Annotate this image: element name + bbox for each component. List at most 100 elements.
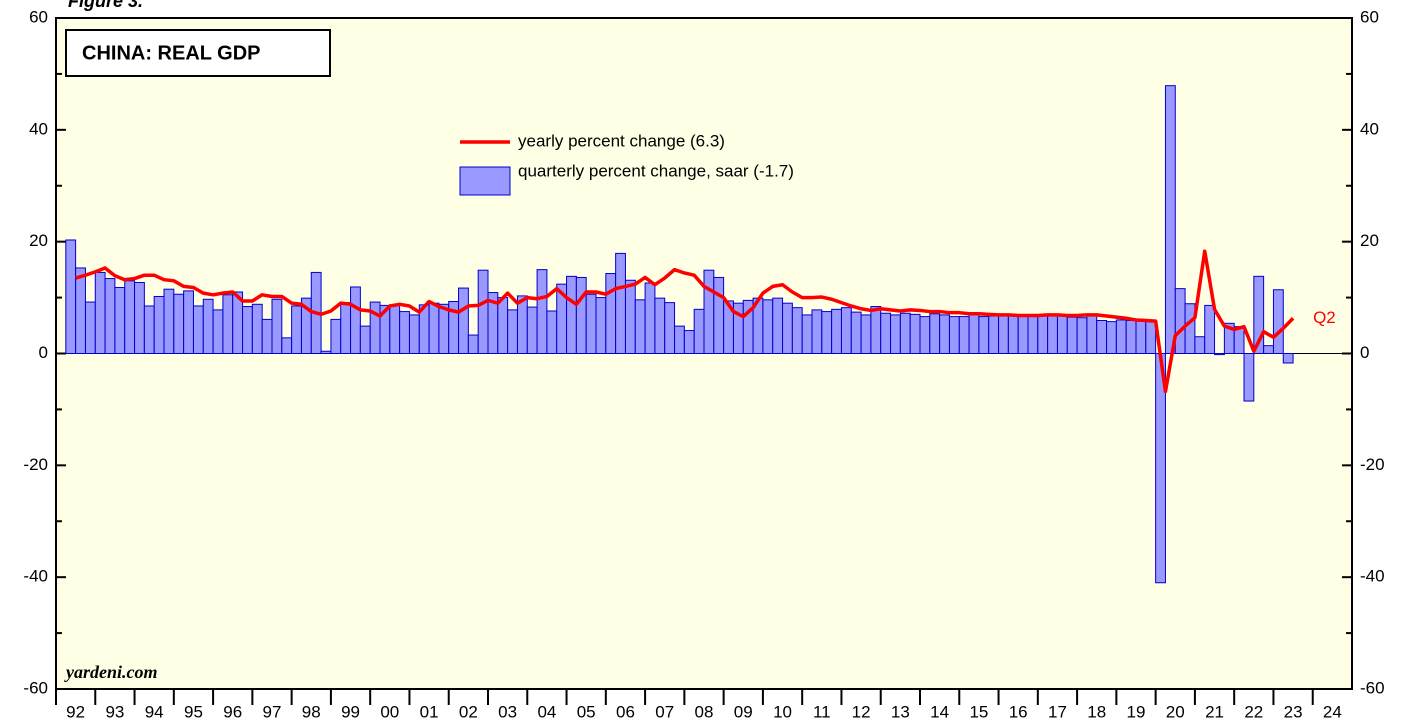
bar [330, 318, 342, 355]
y2-tick-label: -20 [1360, 455, 1385, 474]
bar [1047, 315, 1058, 354]
bar [919, 316, 931, 354]
bar [821, 311, 833, 354]
bar [664, 302, 676, 355]
y2-tick-label: 0 [1360, 343, 1369, 362]
bar [1106, 321, 1117, 355]
bar [654, 297, 666, 354]
bar [1076, 317, 1088, 355]
bar [1145, 320, 1157, 354]
bar [467, 334, 479, 354]
bar [320, 350, 332, 355]
bar [1184, 303, 1196, 354]
bar [124, 280, 136, 354]
x-tick-label: 02 [459, 702, 478, 721]
x-tick-label: 97 [263, 702, 282, 721]
y-tick-label: 0 [39, 343, 48, 362]
bar [899, 312, 911, 354]
y-tick-label: -40 [23, 567, 48, 586]
bar [192, 305, 204, 354]
bar [477, 269, 489, 355]
source: yardeni.com [64, 662, 158, 682]
bar [507, 309, 518, 355]
y-tick-label: 60 [29, 7, 48, 26]
x-tick-label: 08 [695, 702, 714, 721]
bar [791, 307, 803, 355]
annotation: Q2 [1313, 308, 1336, 327]
bar [1174, 288, 1186, 354]
y-tick-label: -20 [23, 455, 48, 474]
bar [958, 316, 970, 354]
bar [831, 308, 842, 355]
bar [163, 288, 175, 354]
bar [546, 310, 558, 354]
legend-label: quarterly percent change, saar (-1.7) [518, 161, 794, 180]
bar [644, 282, 656, 355]
x-tick-label: 06 [616, 702, 635, 721]
bar [359, 325, 371, 354]
x-tick-label: 19 [1127, 702, 1146, 721]
bar [1194, 336, 1206, 355]
x-tick-label: 09 [734, 702, 753, 721]
bar [291, 305, 302, 354]
bar [1243, 353, 1255, 402]
plot-frame [55, 17, 1353, 690]
bar [909, 313, 921, 355]
x-tick-label: 18 [1087, 702, 1106, 721]
bar [526, 306, 538, 355]
bar [703, 269, 715, 355]
bar [516, 295, 528, 354]
chart-title: CHINA: REAL GDP [82, 42, 261, 64]
x-tick-label: 17 [1048, 702, 1067, 721]
x-tick-label: 20 [1166, 702, 1185, 721]
bar [1027, 316, 1039, 354]
bar [1066, 316, 1078, 355]
bar [988, 315, 1000, 354]
bar [271, 298, 283, 354]
bar [968, 314, 980, 355]
bar [408, 314, 420, 355]
bar [870, 306, 882, 354]
bar [948, 316, 960, 354]
bar [1037, 314, 1049, 355]
bar [811, 309, 823, 355]
bar [104, 278, 116, 354]
x-tick-label: 94 [145, 702, 164, 721]
bar [998, 314, 1009, 354]
y-tick-label: 40 [29, 119, 48, 138]
bar [94, 271, 106, 355]
x-tick-label: 21 [1205, 702, 1224, 721]
bar [634, 299, 646, 355]
bar [1263, 345, 1274, 354]
bar [1096, 320, 1108, 354]
bar [428, 302, 440, 354]
bar [860, 314, 872, 355]
x-tick-label: 13 [891, 702, 910, 721]
bar [134, 281, 145, 355]
bar [84, 301, 96, 355]
bar [1164, 85, 1176, 354]
x-tick-label: 11 [813, 702, 831, 721]
bar [281, 337, 293, 354]
x-tick-label: 98 [302, 702, 321, 721]
x-tick-label: 05 [577, 702, 596, 721]
x-tick-label: 16 [1009, 702, 1028, 721]
bar [389, 304, 401, 355]
bar [978, 316, 990, 354]
bar [536, 269, 548, 354]
legend-swatch [459, 166, 511, 196]
x-tick-label: 93 [105, 702, 124, 721]
y2-tick-label: -40 [1360, 567, 1385, 586]
x-tick-label: 10 [773, 702, 792, 721]
x-tick-label: 14 [930, 702, 949, 721]
bar [840, 307, 852, 355]
line [75, 249, 1295, 394]
bar [399, 311, 410, 354]
y-tick-label: -60 [23, 678, 48, 697]
bar [153, 295, 165, 354]
bar [566, 275, 577, 354]
x-tick-label: 95 [184, 702, 203, 721]
x-tick-label: 00 [380, 702, 399, 721]
bar [75, 267, 86, 355]
bar [615, 252, 626, 354]
